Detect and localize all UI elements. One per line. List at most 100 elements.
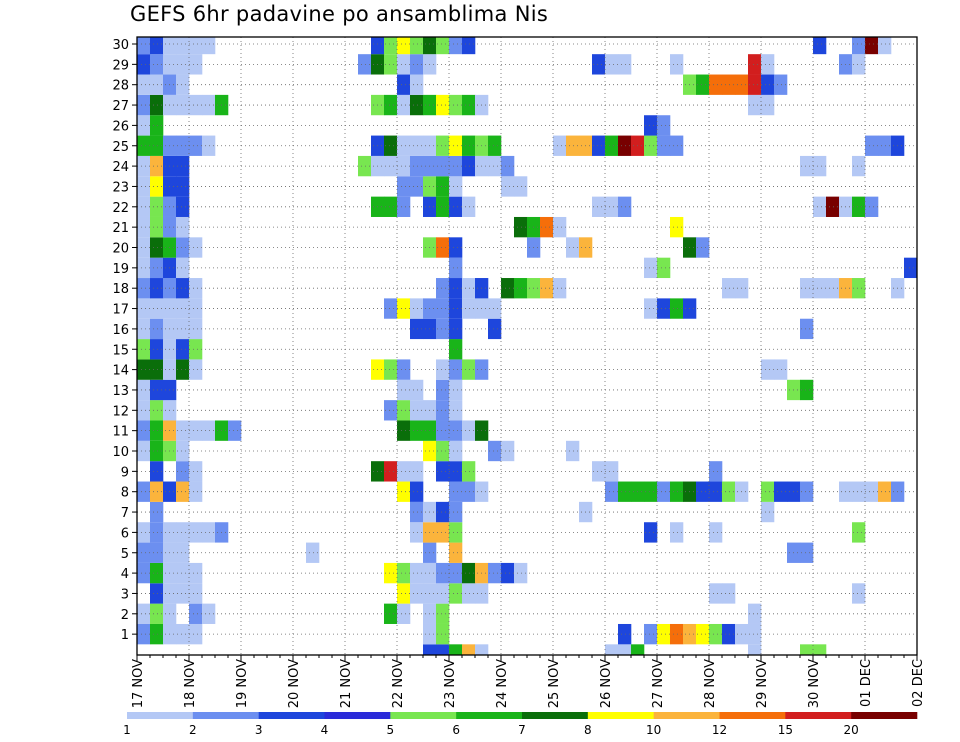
cell-m1-t24	[436, 623, 450, 645]
cell-m11-t25	[449, 420, 463, 441]
colorbar-swatch	[522, 712, 589, 719]
cell-m6-t1	[137, 522, 151, 543]
cell-m18-t32	[540, 278, 554, 299]
cell-m2-t48	[748, 603, 762, 624]
cell-m1-t46	[722, 623, 736, 645]
cell-m2-t1	[137, 603, 151, 624]
cell-m28-t44	[696, 74, 710, 95]
cell-m13-t25	[449, 379, 463, 401]
y-tick-label: 26	[112, 119, 129, 134]
cell-m6-t45	[709, 522, 723, 543]
cell-m11-t1	[137, 420, 151, 441]
cell-m15-t5	[189, 339, 203, 360]
cell-m17-t21	[397, 298, 411, 319]
cell-m10-t29	[501, 440, 515, 462]
cell-m16-t24	[436, 318, 450, 340]
cell-m3-t4	[176, 583, 190, 604]
cell-m30-t23	[423, 37, 437, 55]
cell-m6-t22	[410, 522, 424, 543]
cell-m3-t24	[436, 583, 450, 604]
cell-m25-t5	[189, 135, 203, 156]
cell-m0-t39	[631, 644, 645, 655]
cell-m1-t42	[670, 623, 684, 645]
cell-m0-t48	[748, 644, 762, 655]
colorbar-swatch	[785, 712, 852, 719]
cell-m29-t48	[748, 54, 762, 75]
cell-m11-t26	[462, 420, 476, 441]
y-tick-label: 11	[112, 425, 129, 440]
cell-m14-t1	[137, 359, 151, 380]
cell-m12-t20	[384, 400, 398, 421]
cell-m4-t20	[384, 562, 398, 584]
cell-m1-t5	[189, 623, 203, 645]
cell-m8-t45	[709, 481, 723, 502]
cell-m14-t4	[176, 359, 190, 380]
cell-m12-t24	[436, 400, 450, 421]
cell-m6-t42	[670, 522, 684, 543]
cell-m22-t37	[605, 196, 619, 217]
cell-m24-t25	[449, 155, 463, 177]
cell-m30-t53	[813, 37, 827, 55]
colorbar-label: 10	[646, 723, 661, 737]
x-axis: 17 NOV 18 NOV 19 NOV 20 NOV 21 NOV 22 NOV 23 N…	[131, 655, 926, 708]
cell-m20-t5	[189, 237, 203, 258]
cell-m10-t24	[436, 440, 450, 462]
cell-m30-t25	[449, 37, 463, 55]
y-tick-label: 1	[121, 628, 129, 643]
cell-m9-t5	[189, 461, 203, 482]
cell-m14-t50	[774, 359, 788, 380]
chart-title: GEFS 6hr padavine po ansamblima Nis	[130, 2, 549, 26]
colorbar-swatch	[258, 712, 325, 719]
cell-m8-t4	[176, 481, 190, 502]
cell-m25-t4	[176, 135, 190, 156]
cell-m30-t20	[384, 37, 398, 55]
cell-m5-t1	[137, 542, 151, 563]
cell-m11-t24	[436, 420, 450, 441]
x-tick-label: 17 NOV	[131, 659, 146, 708]
cell-m29-t18	[358, 54, 372, 75]
colorbar: 1 2 3 4 5 6 7 8 10 12 15 20	[123, 712, 918, 737]
cell-m8-t56	[852, 481, 866, 502]
cell-m29-t2	[150, 54, 164, 75]
cell-m25-t58	[878, 135, 892, 156]
cell-m21-t1	[137, 216, 151, 238]
colorbar-label: 6	[452, 723, 460, 737]
cell-m16-t2	[150, 318, 164, 340]
cell-m22-t25	[449, 196, 463, 217]
x-tick-label: 25 NOV	[547, 659, 562, 708]
cell-m30-t22	[410, 37, 424, 55]
cell-m14-t49	[761, 359, 775, 380]
cell-m11-t8	[228, 420, 242, 441]
cell-m21-t32	[540, 216, 554, 238]
colorbar-label: 1	[123, 723, 131, 737]
cell-m28-t21	[397, 74, 411, 95]
cell-m28-t45	[709, 74, 723, 95]
cell-m18-t24	[436, 278, 450, 299]
cell-m17-t26	[462, 298, 476, 319]
cell-m10-t2	[150, 440, 164, 462]
cell-m14-t20	[384, 359, 398, 380]
cell-m13-t1	[137, 379, 151, 401]
cell-m27-t25	[449, 94, 463, 116]
cell-m3-t45	[709, 583, 723, 604]
cell-m23-t21	[397, 176, 411, 197]
cell-m23-t1	[137, 176, 151, 197]
cell-m27-t6	[202, 94, 216, 116]
cell-m21-t30	[514, 216, 528, 238]
cell-m4-t29	[501, 562, 515, 584]
cell-m4-t2	[150, 562, 164, 584]
cell-m21-t42	[670, 216, 684, 238]
cell-m26-t2	[150, 115, 164, 136]
cell-m19-t2	[150, 257, 164, 279]
cell-m28-t46	[722, 74, 736, 95]
cell-m22-t57	[865, 196, 879, 217]
x-tick-label: 18 NOV	[183, 659, 198, 708]
cell-m6-t24	[436, 522, 450, 543]
x-tick-label: 22 NOV	[391, 659, 406, 708]
cell-m29-t20	[384, 54, 398, 75]
cell-m14-t2	[150, 359, 164, 380]
cell-m29-t4	[176, 54, 190, 75]
cell-m3-t25	[449, 583, 463, 604]
cell-m19-t4	[176, 257, 190, 279]
cell-m5-t14	[306, 542, 320, 563]
